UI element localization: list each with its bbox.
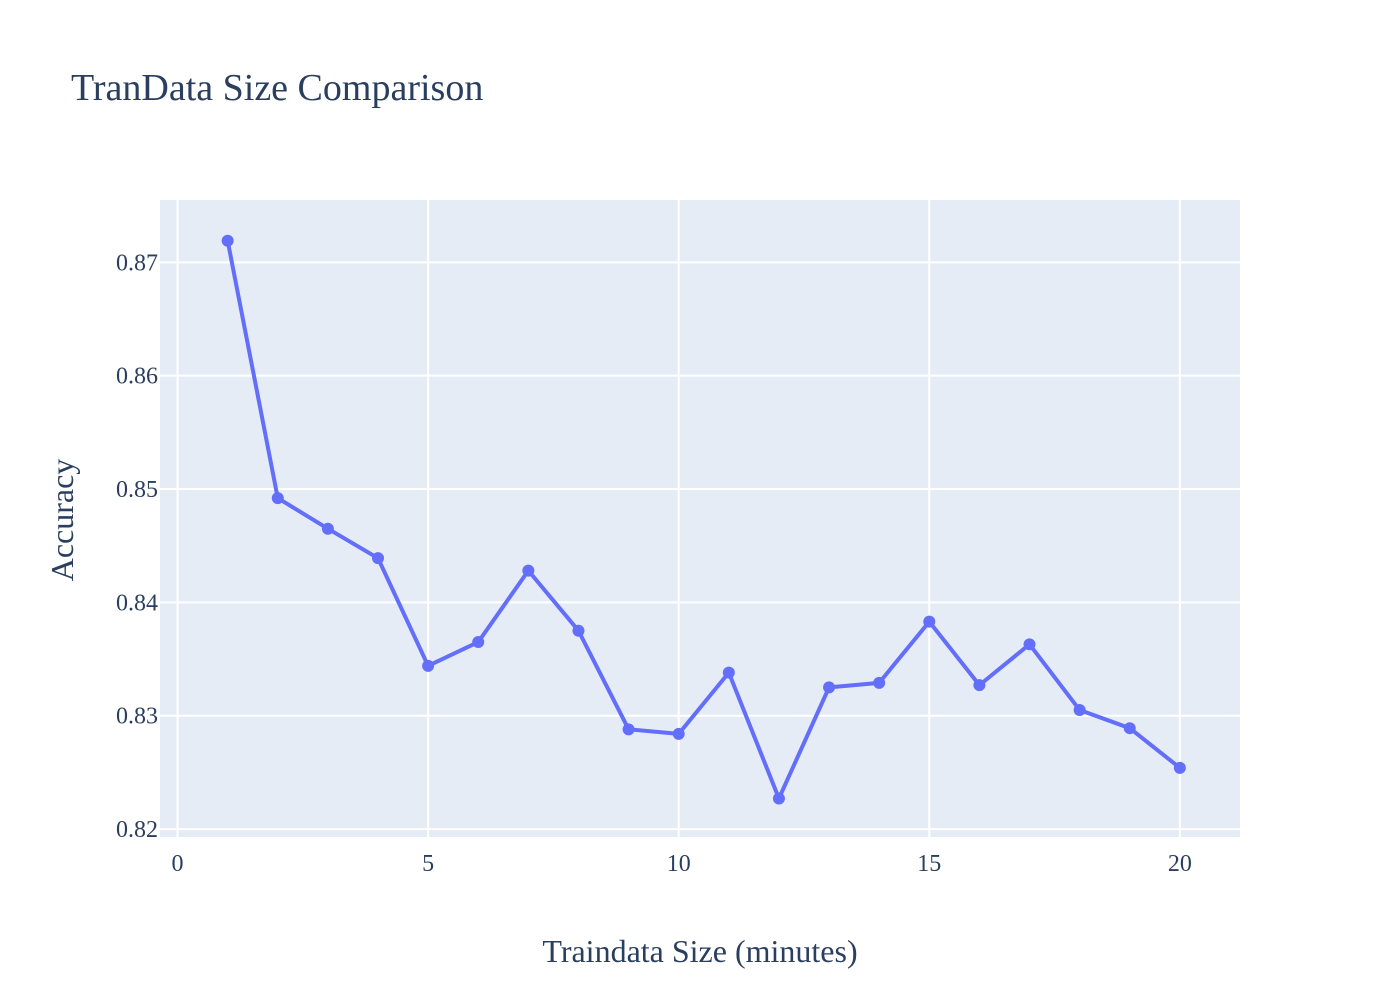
x-tick-label: 15 (917, 851, 941, 877)
data-point[interactable] (221, 234, 234, 247)
data-point[interactable] (622, 723, 635, 736)
data-point[interactable] (772, 792, 785, 805)
data-point[interactable] (472, 636, 485, 649)
series-layer (221, 234, 1186, 805)
data-point[interactable] (923, 615, 936, 628)
data-point[interactable] (672, 727, 685, 740)
x-axis-title: Traindata Size (minutes) (542, 933, 857, 969)
y-tick-label: 0.85 (116, 477, 158, 503)
x-tick-label: 10 (667, 851, 691, 877)
y-tick-label: 0.83 (116, 704, 158, 730)
y-axis-title: Accuracy (44, 459, 80, 582)
y-tick-label: 0.84 (116, 590, 158, 616)
data-point[interactable] (522, 564, 535, 577)
data-point[interactable] (1023, 638, 1036, 651)
data-point[interactable] (873, 676, 886, 689)
x-tick-label: 0 (172, 851, 184, 877)
y-tick-label: 0.87 (116, 250, 158, 276)
data-point[interactable] (973, 679, 986, 692)
tick-labels: 0 5 10 15 20 0.82 0.83 0.84 0.85 0.86 0.87 (116, 250, 1192, 877)
data-point[interactable] (321, 522, 334, 535)
data-point[interactable] (271, 492, 284, 505)
data-point[interactable] (572, 624, 585, 637)
x-tick-label: 20 (1168, 851, 1192, 877)
x-tick-label: 5 (422, 851, 434, 877)
series-line (225, 238, 1182, 801)
data-point[interactable] (722, 666, 735, 679)
y-tick-label: 0.82 (116, 817, 158, 843)
data-point[interactable] (422, 659, 435, 672)
y-tick-label: 0.86 (116, 364, 158, 390)
data-point[interactable] (372, 552, 385, 565)
chart-title: TranData Size Comparison (71, 67, 483, 109)
data-point[interactable] (1173, 761, 1186, 774)
data-point[interactable] (1073, 704, 1086, 717)
data-point[interactable] (1123, 722, 1136, 735)
grid-lines (160, 200, 1240, 837)
plot-area (160, 200, 1240, 837)
data-point[interactable] (823, 681, 836, 694)
